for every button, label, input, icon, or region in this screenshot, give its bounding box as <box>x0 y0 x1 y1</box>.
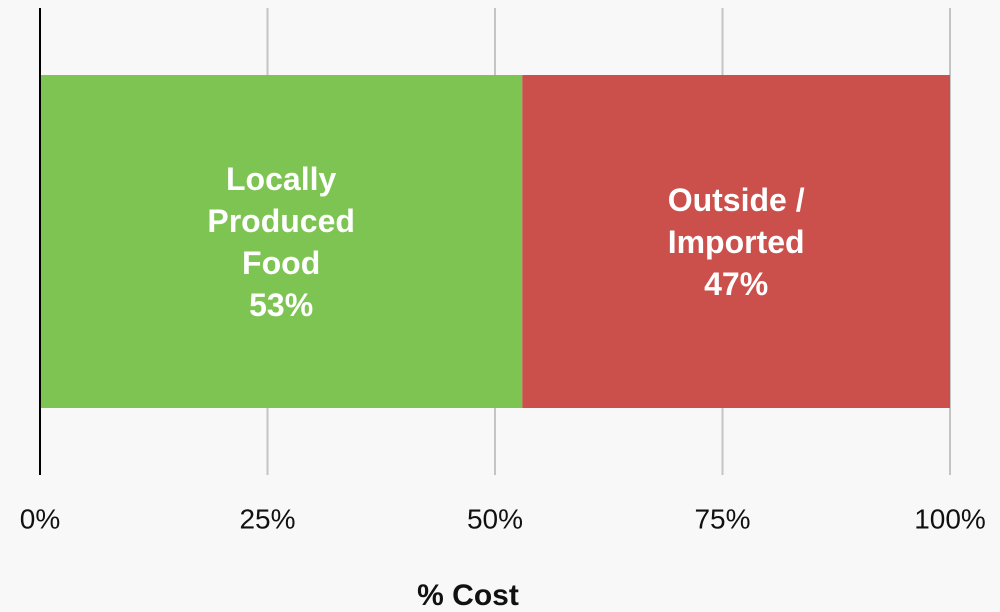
segment-label: Locally Produced Food 53% <box>171 158 391 326</box>
legend-label: Outside / Imported <box>667 181 805 260</box>
x-tick-label: 75% <box>694 503 750 534</box>
x-tick-label: 50% <box>467 503 523 534</box>
data-label: 53% <box>249 286 314 323</box>
bar-segment <box>40 75 523 408</box>
legend-label: Locally Produced Food <box>207 160 355 281</box>
bar-segment <box>522 75 950 408</box>
x-tick-label: 25% <box>239 503 295 534</box>
data-label: 47% <box>704 265 769 302</box>
x-axis-label: % Cost <box>417 579 519 612</box>
x-tick-label: 100% <box>914 503 986 534</box>
segment-label: Outside / Imported 47% <box>626 179 846 305</box>
x-tick-label: 0% <box>20 503 60 534</box>
